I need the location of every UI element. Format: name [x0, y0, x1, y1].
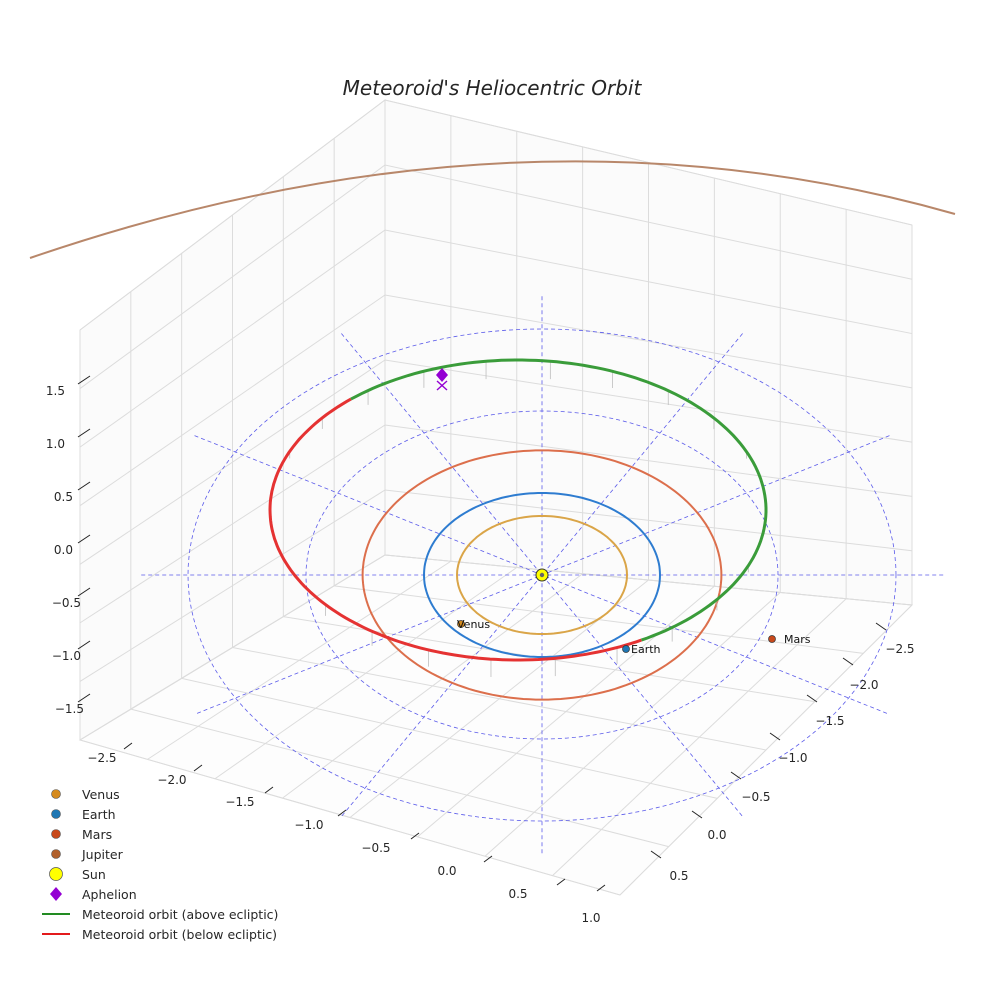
grid-line [79, 739, 621, 896]
chart-title: Meteoroid's Heliocentric Orbit [343, 76, 643, 100]
legend-aphelion-marker [50, 887, 62, 901]
z-tick-mark [77, 640, 91, 650]
grid-line [79, 489, 913, 682]
sun-core [539, 572, 545, 578]
grid-line [79, 424, 913, 624]
legend-above-label: Meteoroid orbit (above ecliptic) [82, 907, 278, 922]
x-tick-mark [483, 855, 493, 863]
meteoroid-orbit-below [268, 397, 642, 662]
legend-venus-label: Venus [82, 787, 120, 802]
legend-venus-marker [51, 789, 61, 799]
drop-lines [272, 361, 765, 677]
x-tick-label: −1.0 [294, 818, 323, 832]
grid-line [79, 164, 913, 389]
axis-grid [79, 99, 913, 896]
y-tick-label: −2.5 [885, 642, 914, 656]
legend-jupiter-label: Jupiter [81, 847, 124, 862]
z-tick-label: −1.5 [55, 702, 84, 716]
z-tick-label: −0.5 [52, 596, 81, 610]
z-tick-label: 0.5 [54, 490, 73, 504]
x-tick-mark [596, 884, 606, 892]
venus-orbit [455, 515, 628, 635]
jupiter-orbit [29, 160, 956, 259]
y-axis: −2.5 −2.0 −1.5 −1.0 −0.5 0.0 0.5 [650, 622, 915, 883]
x-tick-mark [410, 832, 420, 840]
legend-earth-label: Earth [82, 807, 116, 822]
z-tick-label: 0.0 [54, 543, 73, 557]
y-tick-mark [769, 732, 781, 741]
earth-label: Earth [631, 643, 661, 656]
grid-line [79, 359, 913, 565]
mars-label: Mars [784, 633, 811, 646]
y-tick-mark [730, 771, 742, 780]
legend-jupiter-marker [51, 849, 61, 859]
aphelion-projection-x [436, 380, 448, 391]
y-tick-mark [875, 622, 887, 631]
meteoroid-orbit [268, 358, 768, 662]
y-tick-mark [842, 657, 854, 666]
z-tick-mark [77, 481, 91, 491]
y-tick-label: −1.0 [778, 751, 807, 765]
x-tick-mark [337, 809, 347, 817]
x-tick-label: −2.5 [87, 751, 116, 765]
grid-line [79, 294, 913, 507]
grid-line [232, 647, 767, 751]
x-tick-label: −2.0 [157, 773, 186, 787]
x-tick-mark [556, 878, 566, 886]
legend-earth-marker [51, 809, 61, 819]
mars-orbit [361, 449, 723, 701]
bodies: Venus Earth Mars [436, 368, 811, 656]
x-tick-label: 0.5 [508, 887, 527, 901]
meteoroid-orbit-above [350, 358, 768, 642]
y-tick-mark [650, 850, 662, 859]
legend-aphelion-label: Aphelion [82, 887, 137, 902]
legend-mars-label: Mars [82, 827, 112, 842]
z-axis: 1.5 1.0 0.5 0.0 −0.5 −1.0 −1.5 [46, 375, 91, 716]
legend-sun-marker [49, 867, 63, 881]
venus-marker [457, 620, 465, 628]
grid-line [79, 229, 913, 448]
y-tick-label: 0.5 [669, 869, 688, 883]
z-tick-label: −1.0 [52, 649, 81, 663]
x-tick-label: −0.5 [361, 841, 390, 855]
z-tick-mark [77, 587, 91, 597]
x-axis: −2.5 −2.0 −1.5 −1.0 −0.5 0.0 0.5 1.0 [87, 742, 606, 925]
y-tick-mark [806, 694, 818, 703]
x-tick-label: 1.0 [581, 911, 600, 925]
venus-label: Venus [457, 618, 490, 631]
z-tick-mark [77, 693, 91, 703]
z-tick-mark [77, 375, 91, 385]
earth-orbit [422, 492, 661, 658]
grid-line [181, 677, 718, 799]
planet-orbits [29, 160, 956, 701]
x-tick-label: 0.0 [437, 864, 456, 878]
legend-sun-label: Sun [82, 867, 106, 882]
x-tick-mark [193, 764, 203, 772]
z-tick-mark [77, 428, 91, 438]
legend-below-label: Meteoroid orbit (below ecliptic) [82, 927, 277, 942]
y-tick-mark [691, 810, 703, 819]
x-tick-mark [123, 742, 133, 750]
x-tick-mark [264, 786, 274, 794]
x-tick-label: −1.5 [225, 795, 254, 809]
y-tick-label: −0.5 [741, 790, 770, 804]
y-tick-label: −2.0 [849, 678, 878, 692]
z-tick-mark [77, 534, 91, 544]
earth-marker [622, 645, 630, 653]
z-tick-label: 1.5 [46, 384, 65, 398]
aphelion-marker [436, 368, 448, 382]
y-tick-label: −1.5 [815, 714, 844, 728]
legend-mars-marker [51, 829, 61, 839]
legend: Venus Earth Mars Jupiter Sun Aphelion Me… [42, 787, 278, 942]
grid-line [79, 99, 913, 331]
mars-marker [768, 635, 776, 643]
z-tick-label: 1.0 [46, 437, 65, 451]
grid-line [130, 708, 669, 848]
y-tick-label: 0.0 [707, 828, 726, 842]
grid-line [384, 554, 913, 606]
